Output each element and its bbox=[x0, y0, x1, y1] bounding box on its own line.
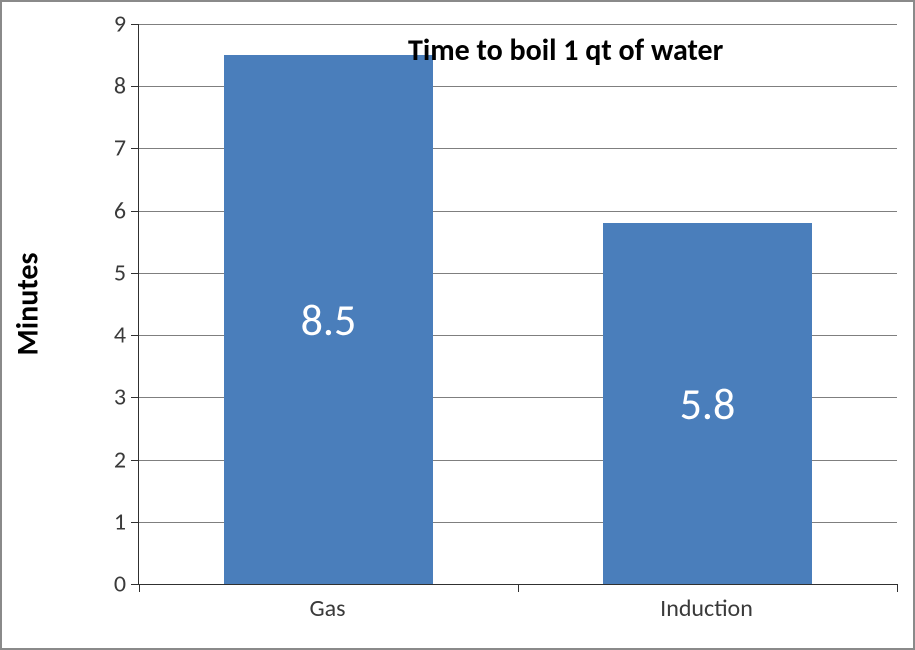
bar: 5.8 bbox=[603, 223, 811, 584]
gridline bbox=[139, 24, 897, 25]
chart-inner: Minutes 0123456789 8.55.8 GasInduction T… bbox=[8, 8, 907, 642]
chart-title: Time to boil 1 qt of water bbox=[408, 32, 723, 69]
y-tick-mark bbox=[131, 397, 139, 398]
y-tick-label: 0 bbox=[114, 570, 126, 599]
x-tick-labels: Gas Induction bbox=[138, 594, 896, 634]
y-tick-label: 9 bbox=[114, 10, 126, 39]
y-tick-labels: 0123456789 bbox=[8, 24, 126, 584]
y-tick-mark bbox=[131, 24, 139, 25]
y-tick-mark bbox=[131, 522, 139, 523]
y-tick-mark bbox=[131, 211, 139, 212]
y-tick-mark bbox=[131, 584, 139, 585]
x-tick-label: Gas bbox=[309, 594, 345, 623]
y-tick-label: 6 bbox=[114, 196, 126, 225]
bar-value-label: 8.5 bbox=[301, 293, 357, 347]
y-tick-label: 1 bbox=[114, 507, 126, 536]
y-tick-label: 7 bbox=[114, 134, 126, 163]
bar-value-label: 5.8 bbox=[680, 377, 736, 431]
x-tick-mark bbox=[897, 584, 898, 592]
x-tick-mark bbox=[518, 584, 519, 592]
y-tick-mark bbox=[131, 86, 139, 87]
y-tick-mark bbox=[131, 460, 139, 461]
y-tick-label: 2 bbox=[114, 445, 126, 474]
y-tick-mark bbox=[131, 335, 139, 336]
y-tick-mark bbox=[131, 148, 139, 149]
y-tick-label: 8 bbox=[114, 72, 126, 101]
x-tick-label: Induction bbox=[660, 594, 753, 623]
chart-frame: Minutes 0123456789 8.55.8 GasInduction T… bbox=[0, 0, 915, 650]
x-tick-mark bbox=[139, 584, 140, 592]
y-tick-label: 5 bbox=[114, 258, 126, 287]
plot-area: 8.5 5.8 bbox=[138, 24, 897, 585]
y-tick-label: 3 bbox=[114, 383, 126, 412]
y-tick-mark bbox=[131, 273, 139, 274]
y-tick-label: 4 bbox=[114, 321, 126, 350]
bar: 8.5 bbox=[224, 55, 432, 584]
